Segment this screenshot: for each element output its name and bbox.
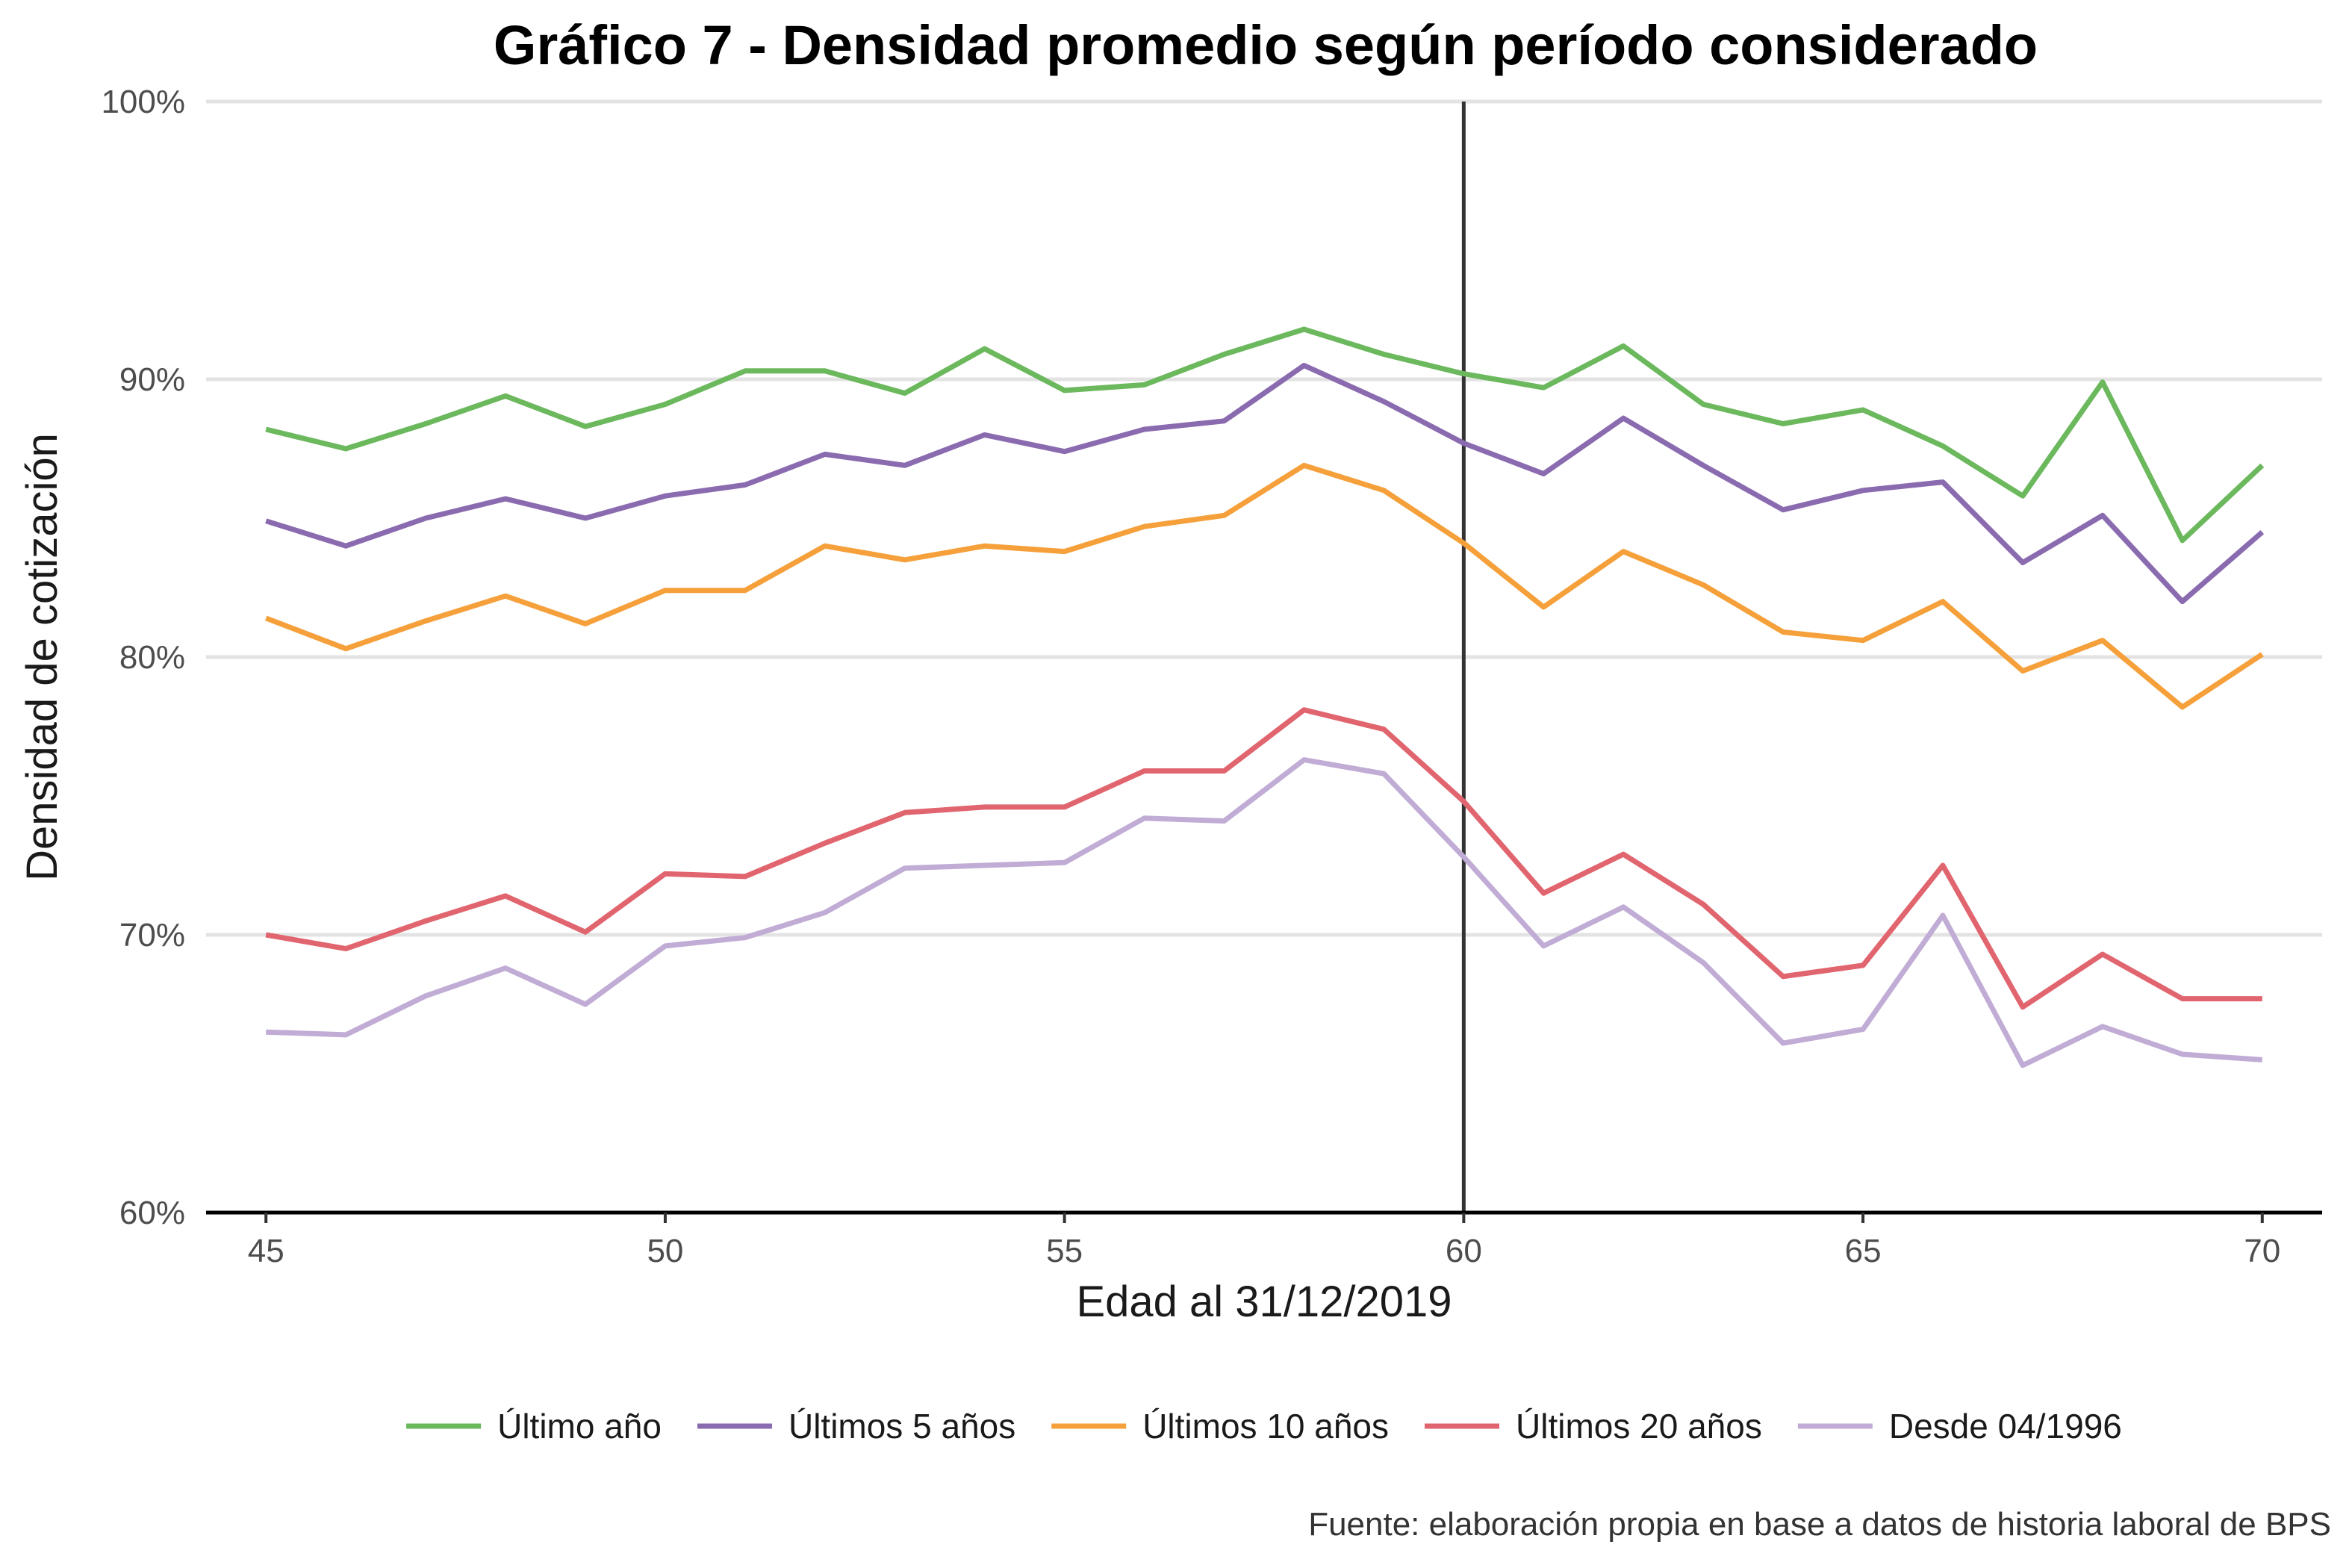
x-tick-label-0: 45: [248, 1233, 284, 1269]
legend-item-ultimos-10-anos: Últimos 10 años: [1051, 1407, 1389, 1446]
legend-label-ultimo-ano: Último año: [497, 1407, 662, 1446]
series-line-desde-04-1996: [266, 757, 2263, 1068]
grid-lines: [206, 99, 2322, 937]
chart-title: Gráfico 7 - Densidad promedio según perí…: [494, 14, 2038, 76]
legend-label-ultimos-20-anos: Últimos 20 años: [1516, 1407, 1762, 1446]
x-axis-ticks: 45 50 55 60 65 70: [248, 1213, 2280, 1269]
y-axis-ticks: 60% 70% 80% 90% 100%: [101, 84, 185, 1231]
y-tick-label-1: 70%: [119, 917, 185, 953]
series-line-ultimos-20-anos: [265, 707, 2262, 1010]
legend-item-ultimos-5-anos: Últimos 5 años: [697, 1407, 1015, 1446]
x-axis-title: Edad al 31/12/2019: [1076, 1278, 1452, 1326]
legend: Último año Últimos 5 años Últimos 10 años Ú…: [406, 1407, 2122, 1446]
series-line-ultimo-ano: [265, 326, 2265, 544]
legend-item-ultimo-ano: Último año: [406, 1407, 662, 1446]
series-line-ultimos-5-anos: [265, 362, 2265, 605]
legend-item-desde-04-1996: Desde 04/1996: [1797, 1407, 2122, 1446]
series-lines: [264, 326, 2265, 1068]
source-caption: Fuente: elaboración propia en base a dat…: [1308, 1506, 2331, 1543]
legend-label-ultimos-10-anos: Últimos 10 años: [1142, 1407, 1389, 1446]
x-tick-label-3: 60: [1446, 1233, 1482, 1269]
y-tick-label-4: 100%: [101, 84, 185, 120]
y-tick-label-2: 80%: [119, 639, 185, 676]
y-tick-label-3: 90%: [119, 361, 185, 398]
legend-label-desde-04-1996: Desde 04/1996: [1889, 1407, 2122, 1446]
series-line-ultimos-10-anos: [264, 462, 2264, 710]
x-tick-label-2: 55: [1046, 1233, 1083, 1269]
y-tick-label-0: 60%: [119, 1195, 185, 1231]
x-tick-label-5: 70: [2244, 1233, 2280, 1269]
x-tick-label-1: 50: [647, 1233, 683, 1269]
legend-item-ultimos-20-anos: Últimos 20 años: [1425, 1407, 1762, 1446]
x-tick-label-4: 65: [1845, 1233, 1882, 1269]
y-axis-title: Densidad de cotización: [18, 433, 66, 881]
legend-label-ultimos-5-anos: Últimos 5 años: [788, 1407, 1015, 1446]
